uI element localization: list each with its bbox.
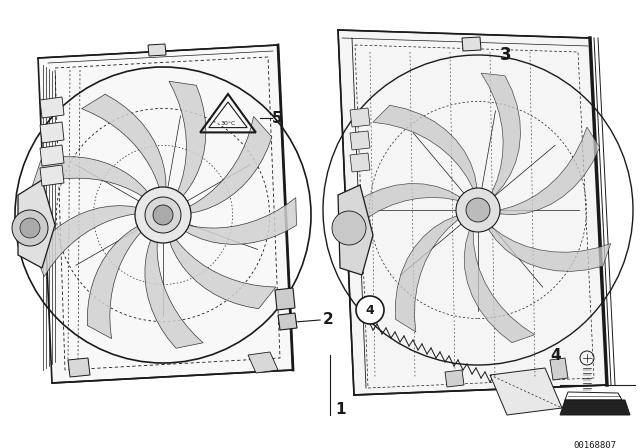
Polygon shape <box>34 206 139 277</box>
Text: 1: 1 <box>335 402 346 418</box>
Polygon shape <box>490 368 562 415</box>
Text: 5: 5 <box>272 111 283 125</box>
Polygon shape <box>169 237 276 309</box>
Polygon shape <box>40 97 64 118</box>
Polygon shape <box>248 352 278 373</box>
Polygon shape <box>169 81 206 198</box>
Polygon shape <box>338 185 373 275</box>
Polygon shape <box>396 216 458 332</box>
Circle shape <box>466 198 490 222</box>
Polygon shape <box>488 227 611 271</box>
Circle shape <box>12 210 48 246</box>
Polygon shape <box>500 127 600 215</box>
Circle shape <box>153 205 173 225</box>
Polygon shape <box>462 37 481 51</box>
Polygon shape <box>350 108 370 127</box>
Polygon shape <box>464 230 534 343</box>
Polygon shape <box>82 94 166 190</box>
Polygon shape <box>87 225 143 339</box>
Polygon shape <box>18 180 55 268</box>
Text: 00168807: 00168807 <box>573 440 616 448</box>
Polygon shape <box>148 44 166 56</box>
Circle shape <box>456 188 500 232</box>
Circle shape <box>356 296 384 324</box>
Circle shape <box>20 218 40 238</box>
Polygon shape <box>32 157 149 198</box>
Polygon shape <box>350 153 370 172</box>
Circle shape <box>332 211 366 245</box>
Polygon shape <box>550 358 568 380</box>
Polygon shape <box>145 237 203 348</box>
Polygon shape <box>341 184 460 237</box>
Polygon shape <box>445 370 464 387</box>
Polygon shape <box>481 73 520 195</box>
Polygon shape <box>373 105 477 189</box>
Polygon shape <box>40 165 64 186</box>
Circle shape <box>135 187 191 243</box>
Polygon shape <box>275 288 295 310</box>
Text: 30°C: 30°C <box>220 121 236 125</box>
Polygon shape <box>68 358 90 377</box>
Text: 4: 4 <box>365 303 374 316</box>
Polygon shape <box>38 45 293 383</box>
Text: 3: 3 <box>500 46 511 64</box>
Polygon shape <box>278 313 297 330</box>
Polygon shape <box>560 400 630 415</box>
Text: 4: 4 <box>550 348 561 362</box>
Circle shape <box>145 197 181 233</box>
Polygon shape <box>40 122 64 143</box>
Polygon shape <box>40 145 64 166</box>
Polygon shape <box>187 116 272 214</box>
Text: 2: 2 <box>323 313 333 327</box>
Polygon shape <box>183 198 296 244</box>
Polygon shape <box>338 30 607 395</box>
Polygon shape <box>350 131 370 150</box>
